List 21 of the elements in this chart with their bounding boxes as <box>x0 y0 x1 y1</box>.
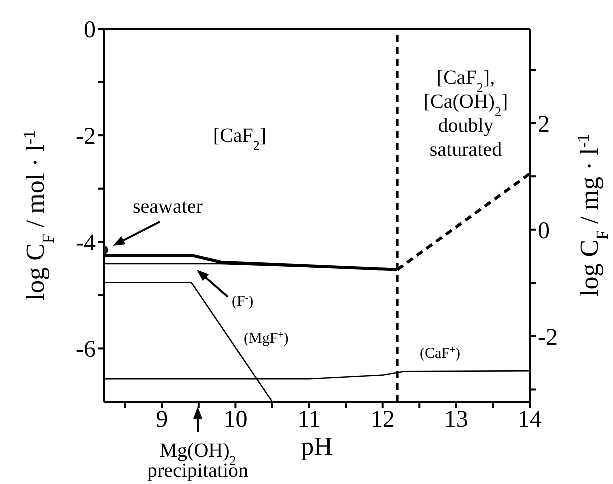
y-tick-label: -6 <box>76 337 96 364</box>
x-tick-label: 10 <box>224 407 248 434</box>
text: Mg(OH)$_{2}$ precipitation <box>147 440 249 482</box>
x-tick-label: 11 <box>298 407 321 434</box>
y-tick-label: 0 <box>84 18 96 44</box>
y-tick-label: -4 <box>76 230 96 257</box>
legend-label: (F$^{-}$) <box>232 292 254 310</box>
x-tick-label: 12 <box>370 407 395 434</box>
y-tick-label: -2 <box>76 124 96 150</box>
y2-tick-label: 2 <box>538 112 550 138</box>
annotation: [CaF$_{2}$] <box>213 125 267 152</box>
x-tick-label: 13 <box>444 407 468 434</box>
series-label: seawater <box>133 196 204 218</box>
series-label: (MgF$^{+}$) <box>244 330 289 347</box>
y2-tick-label: 0 <box>538 218 550 244</box>
x-tick-label: 9 <box>156 407 168 434</box>
x-axis-title: pH <box>301 432 334 461</box>
series-label: (CaF$^{+}$) <box>420 344 460 362</box>
x-tick-label: 14 <box>518 407 542 434</box>
y2-tick-label: -2 <box>538 324 558 351</box>
annotation: [CaF$_{2}$], [Ca(OH)$_{2}$] doubly saturated <box>424 67 508 161</box>
